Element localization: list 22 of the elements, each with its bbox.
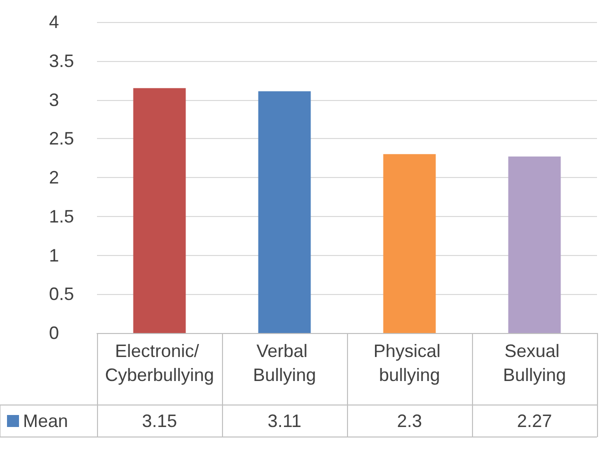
- x-tick-label: Electronic/ Cyberbullying: [104, 341, 214, 385]
- y-tick-label: 2.5: [49, 128, 74, 149]
- data-label: 3.15: [142, 411, 178, 431]
- x-tick-label: Verbal Bullying: [252, 341, 316, 385]
- bar: [258, 91, 311, 333]
- data-label: 2.3: [396, 411, 422, 431]
- y-tick-label: 2: [49, 168, 60, 188]
- y-tick-label: 4: [49, 12, 60, 32]
- y-tick-label: 1: [49, 245, 60, 266]
- bar: [383, 154, 436, 333]
- y-tick-label: 3.5: [49, 50, 74, 71]
- data-label: 3.11: [268, 411, 302, 431]
- y-tick-label: 1.5: [49, 206, 74, 226]
- x-tick-label: Physical bullying: [373, 341, 446, 385]
- data-label: 2.27: [516, 411, 552, 431]
- y-tick-label: 0: [49, 323, 60, 343]
- legend-label: Mean: [23, 411, 68, 431]
- bar: [133, 88, 186, 333]
- y-tick-label: 0.5: [49, 284, 74, 304]
- y-tick-label: 3: [49, 90, 60, 110]
- x-tick-label: Sexual Bullying: [502, 341, 566, 385]
- bar: [508, 156, 561, 333]
